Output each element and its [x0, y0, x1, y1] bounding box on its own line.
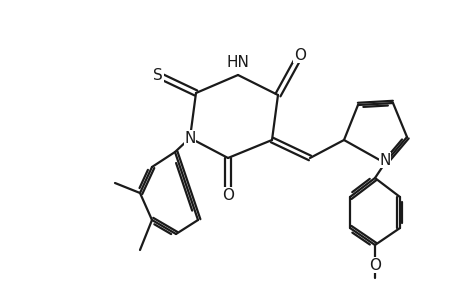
Text: O: O	[293, 47, 305, 62]
Text: HN: HN	[226, 55, 249, 70]
Text: O: O	[368, 257, 380, 272]
Text: N: N	[184, 130, 195, 146]
Text: N: N	[379, 152, 390, 167]
Text: O: O	[222, 188, 234, 202]
Text: S: S	[153, 68, 162, 82]
